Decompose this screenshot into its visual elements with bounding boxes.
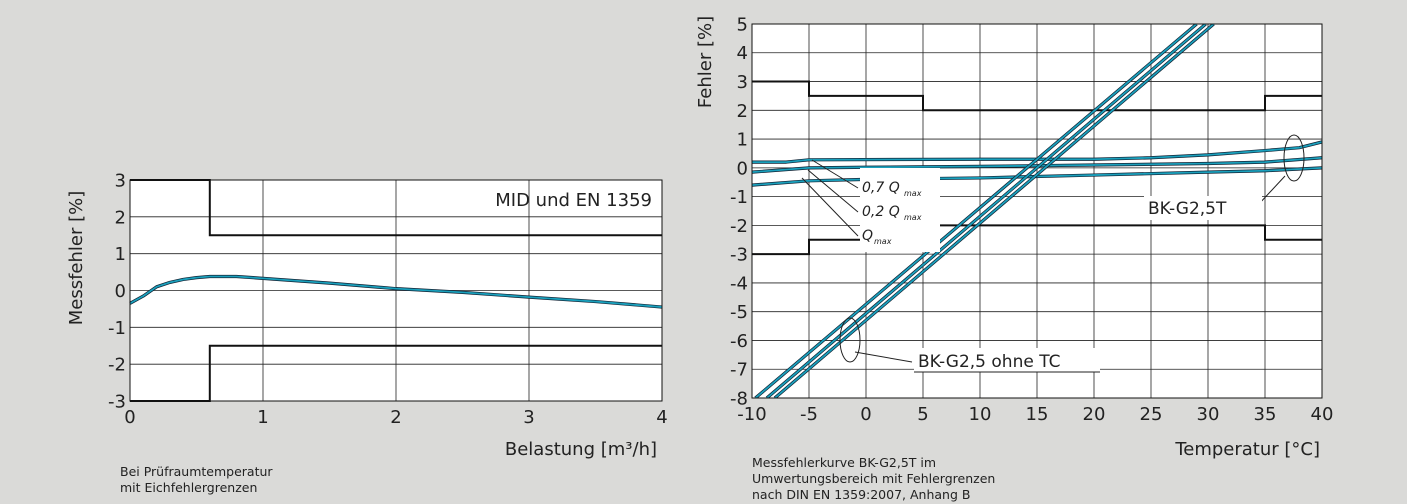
label-q02-sub: max xyxy=(904,213,922,222)
series-line-5 xyxy=(773,24,1215,398)
leader-bk-ohne xyxy=(854,351,913,363)
y-tick-label: 3 xyxy=(115,170,126,191)
label-q07: 0,7 Q max xyxy=(862,180,922,198)
y-tick-label: -4 xyxy=(730,273,748,294)
x-tick-label: 35 xyxy=(1254,404,1277,425)
x-tick-label: 20 xyxy=(1083,404,1106,425)
x-tick-label: 25 xyxy=(1140,404,1163,425)
chart2-caption-line: Messfehlerkurve BK-G2,5T im xyxy=(752,455,937,470)
leader-bk-t xyxy=(1257,175,1286,206)
x-tick-label: 40 xyxy=(1311,404,1334,425)
y-tick-label: 5 xyxy=(737,14,748,35)
chart1-y-tick-labels: 3 2 1 0 -1 -2 -3 xyxy=(108,170,126,412)
x-tick-label: 10 xyxy=(969,404,992,425)
label-qmax: Q max xyxy=(862,228,892,246)
y-tick-label: -8 xyxy=(730,388,748,409)
ellipse-bk-t xyxy=(1283,134,1305,182)
x-tick-label: 3 xyxy=(523,407,534,428)
leader-q02 xyxy=(807,169,859,213)
chart-temperature-error: 0,7 Q max 0,2 Q max Q max BK-G2,5T BK-G2… xyxy=(695,14,1333,460)
chart2-caption-line: Umwertungsbereich mit Fehlergrenzen xyxy=(752,471,996,486)
chart1-y-axis-label: Messfehler [%] xyxy=(66,191,87,326)
chart1-grid xyxy=(129,179,663,402)
y-tick-label: 0 xyxy=(737,158,748,179)
x-tick-label: -10 xyxy=(737,404,766,425)
label-bk-ohne: BK-G2,5 ohne TC xyxy=(918,352,1060,372)
label-q07-sub: max xyxy=(904,189,922,198)
series-line-core xyxy=(754,24,1198,398)
label-qmax-sub: max xyxy=(874,237,892,246)
series-line-0 xyxy=(752,140,1322,164)
y-tick-label: -5 xyxy=(730,302,748,323)
chart2-y-axis-label: Fehler [%] xyxy=(695,16,716,108)
y-tick-label: 1 xyxy=(115,244,126,265)
y-tick-label: -2 xyxy=(108,355,126,376)
chart2-caption: Messfehlerkurve BK-G2,5T im Umwertungsbe… xyxy=(752,455,995,503)
ellipse-bk-ohne xyxy=(839,317,861,363)
y-tick-label: 2 xyxy=(115,207,126,228)
y-tick-label: -3 xyxy=(730,245,748,266)
chart-load-error: 0 1 2 3 4 3 2 1 0 -1 -2 -3 MID und EN 1359 Belastu… xyxy=(66,170,668,460)
chart1-caption: Bei Prüfraumtemperatur mit Eichfehlergre… xyxy=(120,464,273,496)
chart1-annotation: MID und EN 1359 xyxy=(495,190,652,211)
series-line-core xyxy=(129,275,663,308)
limit-line-upper xyxy=(752,80,1322,112)
y-tick-label: -6 xyxy=(730,331,748,352)
y-tick-label: 4 xyxy=(737,43,748,64)
series-line-0 xyxy=(129,274,663,309)
x-tick-label: 30 xyxy=(1197,404,1220,425)
chart1-x-tick-labels: 0 1 2 3 4 xyxy=(124,407,667,428)
y-tick-label: -7 xyxy=(730,360,748,381)
chart1-caption-line: mit Eichfehlergrenzen xyxy=(120,480,258,495)
y-tick-label: 2 xyxy=(737,101,748,122)
label-q02: 0,2 Q max xyxy=(862,204,922,222)
label-qmax-text: Q xyxy=(862,228,873,244)
y-tick-label: -1 xyxy=(108,318,126,339)
chart1-series xyxy=(129,274,663,309)
label-bk-t: BK-G2,5T xyxy=(1148,199,1227,219)
chart2-x-axis-label: Temperatur [°C] xyxy=(1174,439,1320,460)
series-line-core xyxy=(752,141,1322,163)
leader-q07 xyxy=(811,159,859,189)
x-tick-label: 2 xyxy=(390,407,401,428)
x-tick-label: 0 xyxy=(860,404,871,425)
chart1-x-axis-label: Belastung [m³/h] xyxy=(505,439,657,460)
x-tick-label: 15 xyxy=(1026,404,1049,425)
x-tick-label: 4 xyxy=(656,407,667,428)
series-line-4 xyxy=(754,24,1198,398)
bk-ohne-label-bg xyxy=(914,348,1100,372)
chart1-caption-line: Bei Prüfraumtemperatur xyxy=(120,464,273,479)
chart2-label-leaders xyxy=(801,134,1305,363)
chart2-caption-line: nach DIN EN 1359:2007, Anhang B xyxy=(752,487,971,502)
x-tick-label: -5 xyxy=(800,404,818,425)
label-q02-text: 0,2 Q xyxy=(862,204,900,220)
bk-t-label-bg xyxy=(1144,196,1262,220)
y-tick-label: -1 xyxy=(730,187,748,208)
x-tick-label: 0 xyxy=(124,407,135,428)
y-tick-label: 1 xyxy=(737,130,748,151)
x-tick-label: 1 xyxy=(257,407,268,428)
chart2-frame xyxy=(751,23,1323,399)
y-tick-label: 3 xyxy=(737,72,748,93)
chart1-frame xyxy=(129,179,663,402)
label-q07-text: 0,7 Q xyxy=(862,180,900,196)
x-tick-label: 5 xyxy=(917,404,928,425)
y-tick-label: -2 xyxy=(730,216,748,237)
chart2-series xyxy=(752,24,1322,398)
y-tick-label: -3 xyxy=(108,391,126,412)
chart2-x-tick-labels: -10 -5 0 5 10 15 20 25 30 35 40 xyxy=(737,404,1333,425)
series-line-core xyxy=(774,24,1215,398)
chart2-y-tick-labels: 5 4 3 2 1 0 -1 -2 -3 -4 -5 -6 -7 -8 xyxy=(730,14,748,409)
chart2-label-panel xyxy=(860,168,940,252)
y-tick-label: 0 xyxy=(115,281,126,302)
leader-qmax xyxy=(801,177,859,237)
